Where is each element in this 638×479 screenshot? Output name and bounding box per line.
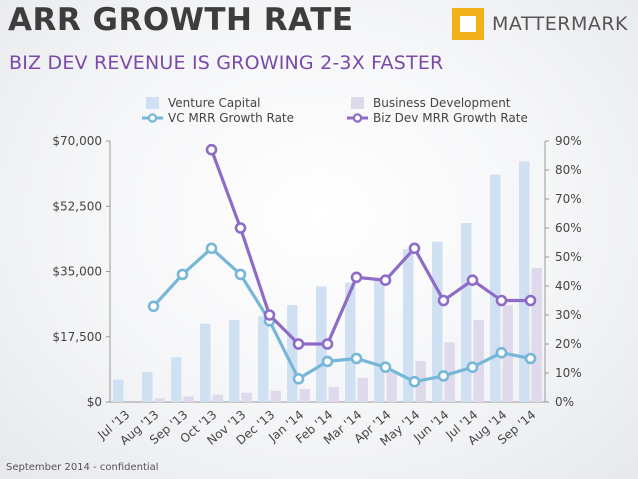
right-axis-tick-label: 0%: [555, 395, 574, 409]
bd-bar: [357, 377, 368, 402]
vc-bar: [258, 316, 269, 402]
vc-bar: [200, 323, 211, 402]
bd-mrr-point: [263, 309, 276, 321]
bd-mrr-point: [408, 242, 421, 255]
vc-mrr-point: [205, 242, 218, 255]
bd-bar: [212, 394, 223, 402]
left-axis-tick-label: $35,000: [52, 265, 102, 279]
vc-mrr-point: [379, 361, 392, 374]
bd-mrr-point: [466, 274, 479, 287]
legend-bd-swatch: [351, 97, 364, 109]
chart-title: ARR GROWTH RATE: [8, 2, 354, 38]
vc-mrr-point: [176, 268, 189, 281]
brand-logo: MATTERMARK: [451, 8, 628, 40]
left-axis-tick-label: $0: [87, 395, 102, 409]
bd-bar: [473, 319, 484, 402]
legend-vc-mrr-swatch-point: [147, 113, 158, 123]
legend-bd-label: Business Development: [373, 96, 511, 110]
bd-mrr-point: [292, 338, 305, 350]
vc-mrr-point: [495, 346, 508, 359]
vc-mrr-point: [524, 352, 537, 365]
bd-mrr-point: [350, 271, 363, 284]
legend-vc-label: Venture Capital: [168, 96, 261, 110]
vc-bar: [229, 319, 240, 402]
vc-bar: [432, 241, 443, 402]
vc-bar: [374, 278, 385, 402]
vc-mrr-point: [350, 352, 363, 365]
vc-mrr-point: [466, 361, 479, 374]
bd-mrr-point: [379, 274, 392, 287]
right-axis-tick-label: 40%: [555, 279, 582, 293]
right-axis-tick-label: 80%: [555, 163, 582, 177]
left-axis-tick-label: $52,500: [52, 199, 102, 213]
bd-bar: [154, 398, 165, 402]
bd-mrr-line: [209, 149, 531, 346]
vc-bar: [345, 282, 356, 402]
right-axis-tick-label: 90%: [555, 134, 582, 148]
bd-bar: [299, 388, 310, 402]
legend-bd-mrr-label: Biz Dev MRR Growth Rate: [373, 111, 528, 125]
vc-mrr-point: [234, 268, 247, 281]
bd-mrr-point: [205, 143, 218, 156]
bd-bar: [386, 372, 397, 402]
left-axis-tick-label: $70,000: [52, 134, 102, 148]
vc-mrr-point: [321, 355, 334, 368]
bd-mrr-point: [321, 338, 334, 350]
footer-note: September 2014 - confidential: [6, 462, 159, 473]
bd-mrr-point: [495, 294, 508, 307]
bd-bar: [444, 342, 455, 402]
vc-bar: [171, 357, 182, 402]
bd-bar: [531, 267, 542, 402]
vc-bar: [461, 223, 472, 402]
legend-vc-swatch: [146, 97, 159, 109]
bd-bar: [183, 396, 194, 402]
vc-mrr-point: [292, 372, 305, 385]
legend-vc-mrr-label: VC MRR Growth Rate: [168, 111, 294, 125]
vc-mrr-point: [408, 375, 421, 388]
bd-bar: [328, 387, 339, 402]
vc-bar: [403, 249, 414, 402]
mattermark-logo-icon: [451, 8, 484, 40]
vc-bar: [490, 174, 501, 402]
chart-subtitle: BIZ DEV REVENUE IS GROWING 2-3X FASTER: [9, 52, 444, 74]
brand-name: MATTERMARK: [491, 13, 628, 35]
bd-bar: [241, 392, 252, 402]
vc-bar: [113, 379, 124, 402]
vc-bar: [142, 372, 153, 402]
vc-bar: [287, 305, 298, 402]
right-axis-tick-label: 70%: [555, 192, 582, 206]
right-axis-tick-label: 50%: [555, 250, 582, 264]
bd-bar: [270, 390, 281, 402]
right-axis-tick-label: 30%: [555, 308, 582, 322]
right-axis-tick-label: 60%: [555, 221, 582, 235]
vc-bar: [519, 161, 530, 402]
vc-mrr-point: [437, 370, 450, 382]
bd-mrr-point: [234, 222, 247, 234]
right-axis-tick-label: 10%: [555, 366, 582, 380]
legend-bd-mrr-swatch-point: [352, 113, 363, 123]
bd-mrr-point: [437, 294, 450, 307]
right-axis-tick-label: 20%: [555, 337, 582, 351]
left-axis-tick-label: $17,500: [52, 330, 102, 344]
bd-mrr-point: [524, 294, 537, 307]
vc-mrr-point: [147, 300, 160, 313]
